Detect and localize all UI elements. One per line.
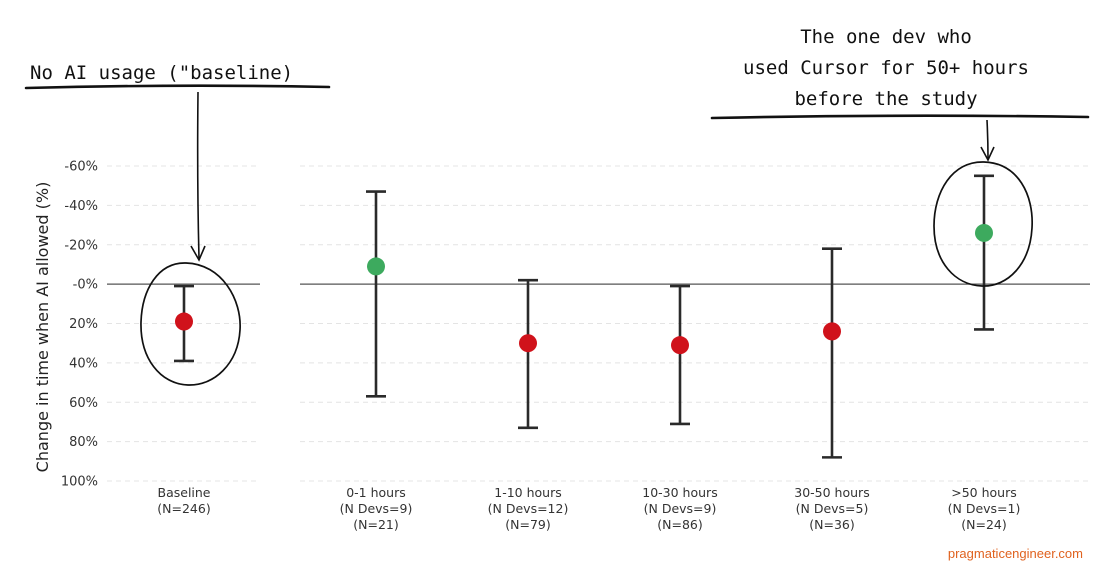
y-axis-label: Change in time when AI allowed (%)	[33, 182, 52, 473]
annotation-arrow	[986, 119, 989, 159]
annotation-arrowhead	[980, 146, 995, 162]
category-label: (N Devs=9)	[644, 501, 717, 516]
annotation-underline	[24, 84, 331, 90]
category-label: 10-30 hours	[642, 485, 717, 500]
y-axis-ticks: -60% -40% -20% -0% 20% 40% 60% 80% 100%	[61, 160, 98, 490]
estimate-point	[975, 223, 993, 242]
annotation-arrow	[196, 91, 200, 259]
y-tick-label: 40%	[69, 356, 98, 371]
category-label: (N=24)	[961, 517, 1006, 532]
credit-text: pragmaticengineer.com	[948, 546, 1083, 561]
category-label: (N Devs=5)	[796, 501, 869, 516]
annotation-circle	[140, 262, 241, 386]
y-tick-label: 80%	[69, 435, 98, 450]
category-label: (N Devs=12)	[488, 501, 569, 516]
category-label: (N=79)	[505, 517, 550, 532]
annotation-text: used Cursor for 50+ hours	[743, 57, 1029, 79]
category-label: 30-50 hours	[794, 485, 869, 500]
y-tick-label: -60%	[64, 160, 98, 175]
category-label: (N=86)	[657, 517, 702, 532]
category-label: 0-1 hours	[346, 485, 406, 500]
grid-lines	[107, 165, 1090, 482]
estimate-point	[823, 322, 841, 341]
y-tick-label: 60%	[69, 396, 98, 411]
category-label: 1-10 hours	[494, 485, 562, 500]
estimate-point	[175, 312, 193, 331]
y-tick-label: 100%	[61, 475, 98, 490]
category-label: (N=246)	[157, 501, 210, 516]
annotation-text: The one dev who	[800, 26, 972, 48]
estimate-point	[671, 336, 689, 355]
category-label: (N Devs=9)	[340, 501, 413, 516]
annotation-arrowhead	[190, 245, 206, 262]
category-label: (N=21)	[353, 517, 398, 532]
y-tick-label: -0%	[73, 278, 98, 293]
category-label: (N Devs=1)	[948, 501, 1021, 516]
annotation-text: No AI usage ("baseline)	[30, 62, 293, 84]
annotation-text: before the study	[794, 88, 977, 110]
category-label: (N=36)	[809, 517, 854, 532]
x-axis-categories: Baseline(N=246)0-1 hours(N Devs=9)(N=21)…	[157, 485, 1020, 532]
y-tick-label: 20%	[69, 317, 98, 332]
annotation-circle	[933, 161, 1033, 287]
annotations: No AI usage ("baseline) The one dev who us…	[24, 26, 1090, 386]
estimate-point	[519, 334, 537, 353]
category-label: >50 hours	[951, 485, 1017, 500]
category-label: Baseline	[158, 485, 211, 500]
annotation-underline	[710, 114, 1090, 120]
data-marks	[174, 174, 994, 459]
estimate-point	[367, 257, 385, 276]
y-tick-label: -20%	[64, 238, 98, 253]
y-tick-label: -40%	[64, 199, 98, 214]
